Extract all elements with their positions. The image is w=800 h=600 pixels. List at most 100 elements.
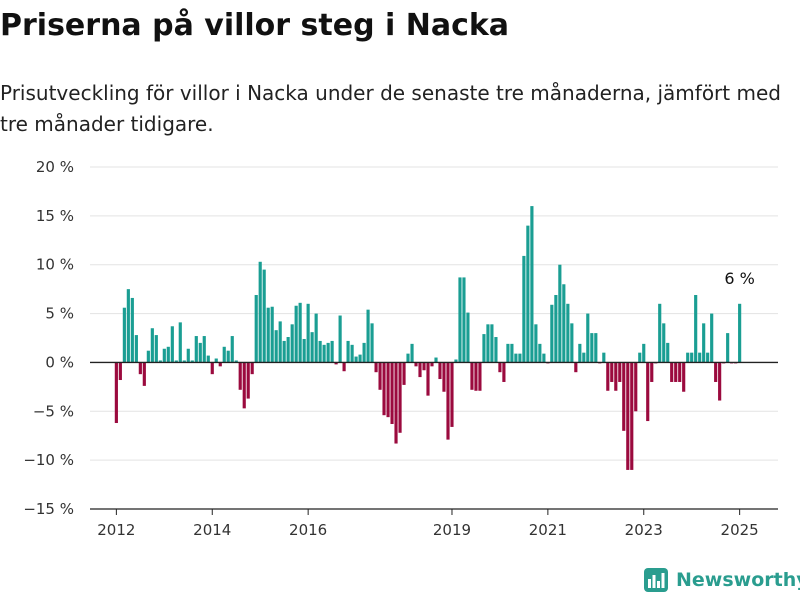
- bar: [510, 343, 514, 363]
- bar: [650, 362, 654, 382]
- bar: [626, 362, 630, 470]
- bar: [214, 358, 218, 363]
- bar: [242, 362, 246, 409]
- bar: [290, 324, 294, 363]
- bar: [590, 333, 594, 363]
- bar: [550, 304, 554, 363]
- bar: [342, 362, 346, 372]
- bar: [642, 343, 646, 363]
- bar: [446, 362, 450, 440]
- bar: [586, 313, 590, 363]
- bar: [126, 289, 130, 363]
- bar: [526, 225, 530, 363]
- y-tick-label: 15 %: [36, 207, 74, 225]
- y-tick-label: −15 %: [23, 500, 74, 518]
- bar: [574, 362, 578, 373]
- x-tick-label: 2025: [721, 521, 759, 539]
- bar: [646, 362, 650, 422]
- bar: [386, 362, 390, 418]
- x-tick-label: 2016: [289, 521, 327, 539]
- bar: [274, 330, 278, 363]
- bar: [538, 343, 542, 363]
- bar: [622, 362, 626, 431]
- bar: [414, 362, 418, 367]
- bar: [390, 362, 394, 424]
- bar: [194, 336, 198, 363]
- bar: [162, 348, 166, 363]
- bar: [286, 337, 290, 363]
- bar: [706, 352, 710, 363]
- bar: [250, 362, 254, 375]
- bar: [122, 307, 126, 363]
- bar: [490, 324, 494, 363]
- chart-title: Priserna på villor steg i Nacka: [0, 8, 510, 43]
- latest-value-annotation: 6 %: [724, 269, 754, 288]
- bar: [682, 362, 686, 392]
- bar: [582, 352, 586, 363]
- bar: [422, 362, 426, 371]
- bar: [494, 337, 498, 363]
- bar: [150, 328, 154, 363]
- bar: [306, 303, 310, 363]
- bar: [370, 323, 374, 363]
- newsworthy-logo[interactable]: Newsworthy: [644, 568, 800, 592]
- bar: [694, 295, 698, 363]
- bar: [338, 315, 342, 363]
- bar: [610, 362, 614, 382]
- bar: [314, 313, 318, 363]
- bar: [418, 362, 422, 378]
- bar: [346, 340, 350, 363]
- bar: [534, 324, 538, 363]
- bar: [606, 362, 610, 391]
- bar: [202, 336, 206, 363]
- y-tick-label: 10 %: [36, 256, 74, 274]
- chart-subtitle: Prisutveckling för villor i Nacka under …: [0, 81, 781, 136]
- bar: [178, 322, 182, 363]
- x-tick-label: 2012: [97, 521, 135, 539]
- bar: [666, 342, 670, 363]
- bar: [382, 362, 386, 416]
- y-tick-label: 20 %: [36, 158, 74, 176]
- bar: [518, 353, 522, 363]
- bar: [498, 362, 502, 373]
- bar: [374, 362, 378, 373]
- bar: [638, 352, 642, 363]
- bar: [450, 362, 454, 427]
- bar: [514, 353, 518, 363]
- bar: [362, 342, 366, 363]
- bar: [686, 352, 690, 363]
- bar: [482, 334, 486, 363]
- bar: [562, 284, 566, 363]
- bar: [146, 350, 150, 363]
- bar: [662, 323, 666, 363]
- bar: [254, 295, 258, 363]
- bar: [218, 362, 222, 367]
- bar: [226, 350, 230, 363]
- bar: [170, 326, 174, 363]
- bar: [230, 336, 234, 363]
- bar: [594, 333, 598, 363]
- bar: [354, 356, 358, 363]
- bar: [570, 323, 574, 363]
- bar: [378, 362, 382, 390]
- bar: [318, 340, 322, 363]
- bar: [166, 346, 170, 363]
- bar: [634, 362, 638, 412]
- bar: [398, 362, 402, 433]
- bar: [182, 360, 186, 363]
- bar: [618, 362, 622, 382]
- bar: [602, 352, 606, 363]
- x-tick-label: 2023: [625, 521, 663, 539]
- bar-chart-logo-icon: [644, 568, 668, 592]
- bar: [114, 362, 118, 424]
- bar: [426, 362, 430, 396]
- bar: [670, 362, 674, 382]
- bar: [198, 342, 202, 363]
- bar: [154, 335, 158, 363]
- bar: [258, 261, 262, 363]
- bar: [118, 362, 122, 381]
- bar: [674, 362, 678, 382]
- bar: [714, 362, 718, 382]
- y-tick-label: 0 %: [45, 353, 74, 371]
- bar: [522, 255, 526, 363]
